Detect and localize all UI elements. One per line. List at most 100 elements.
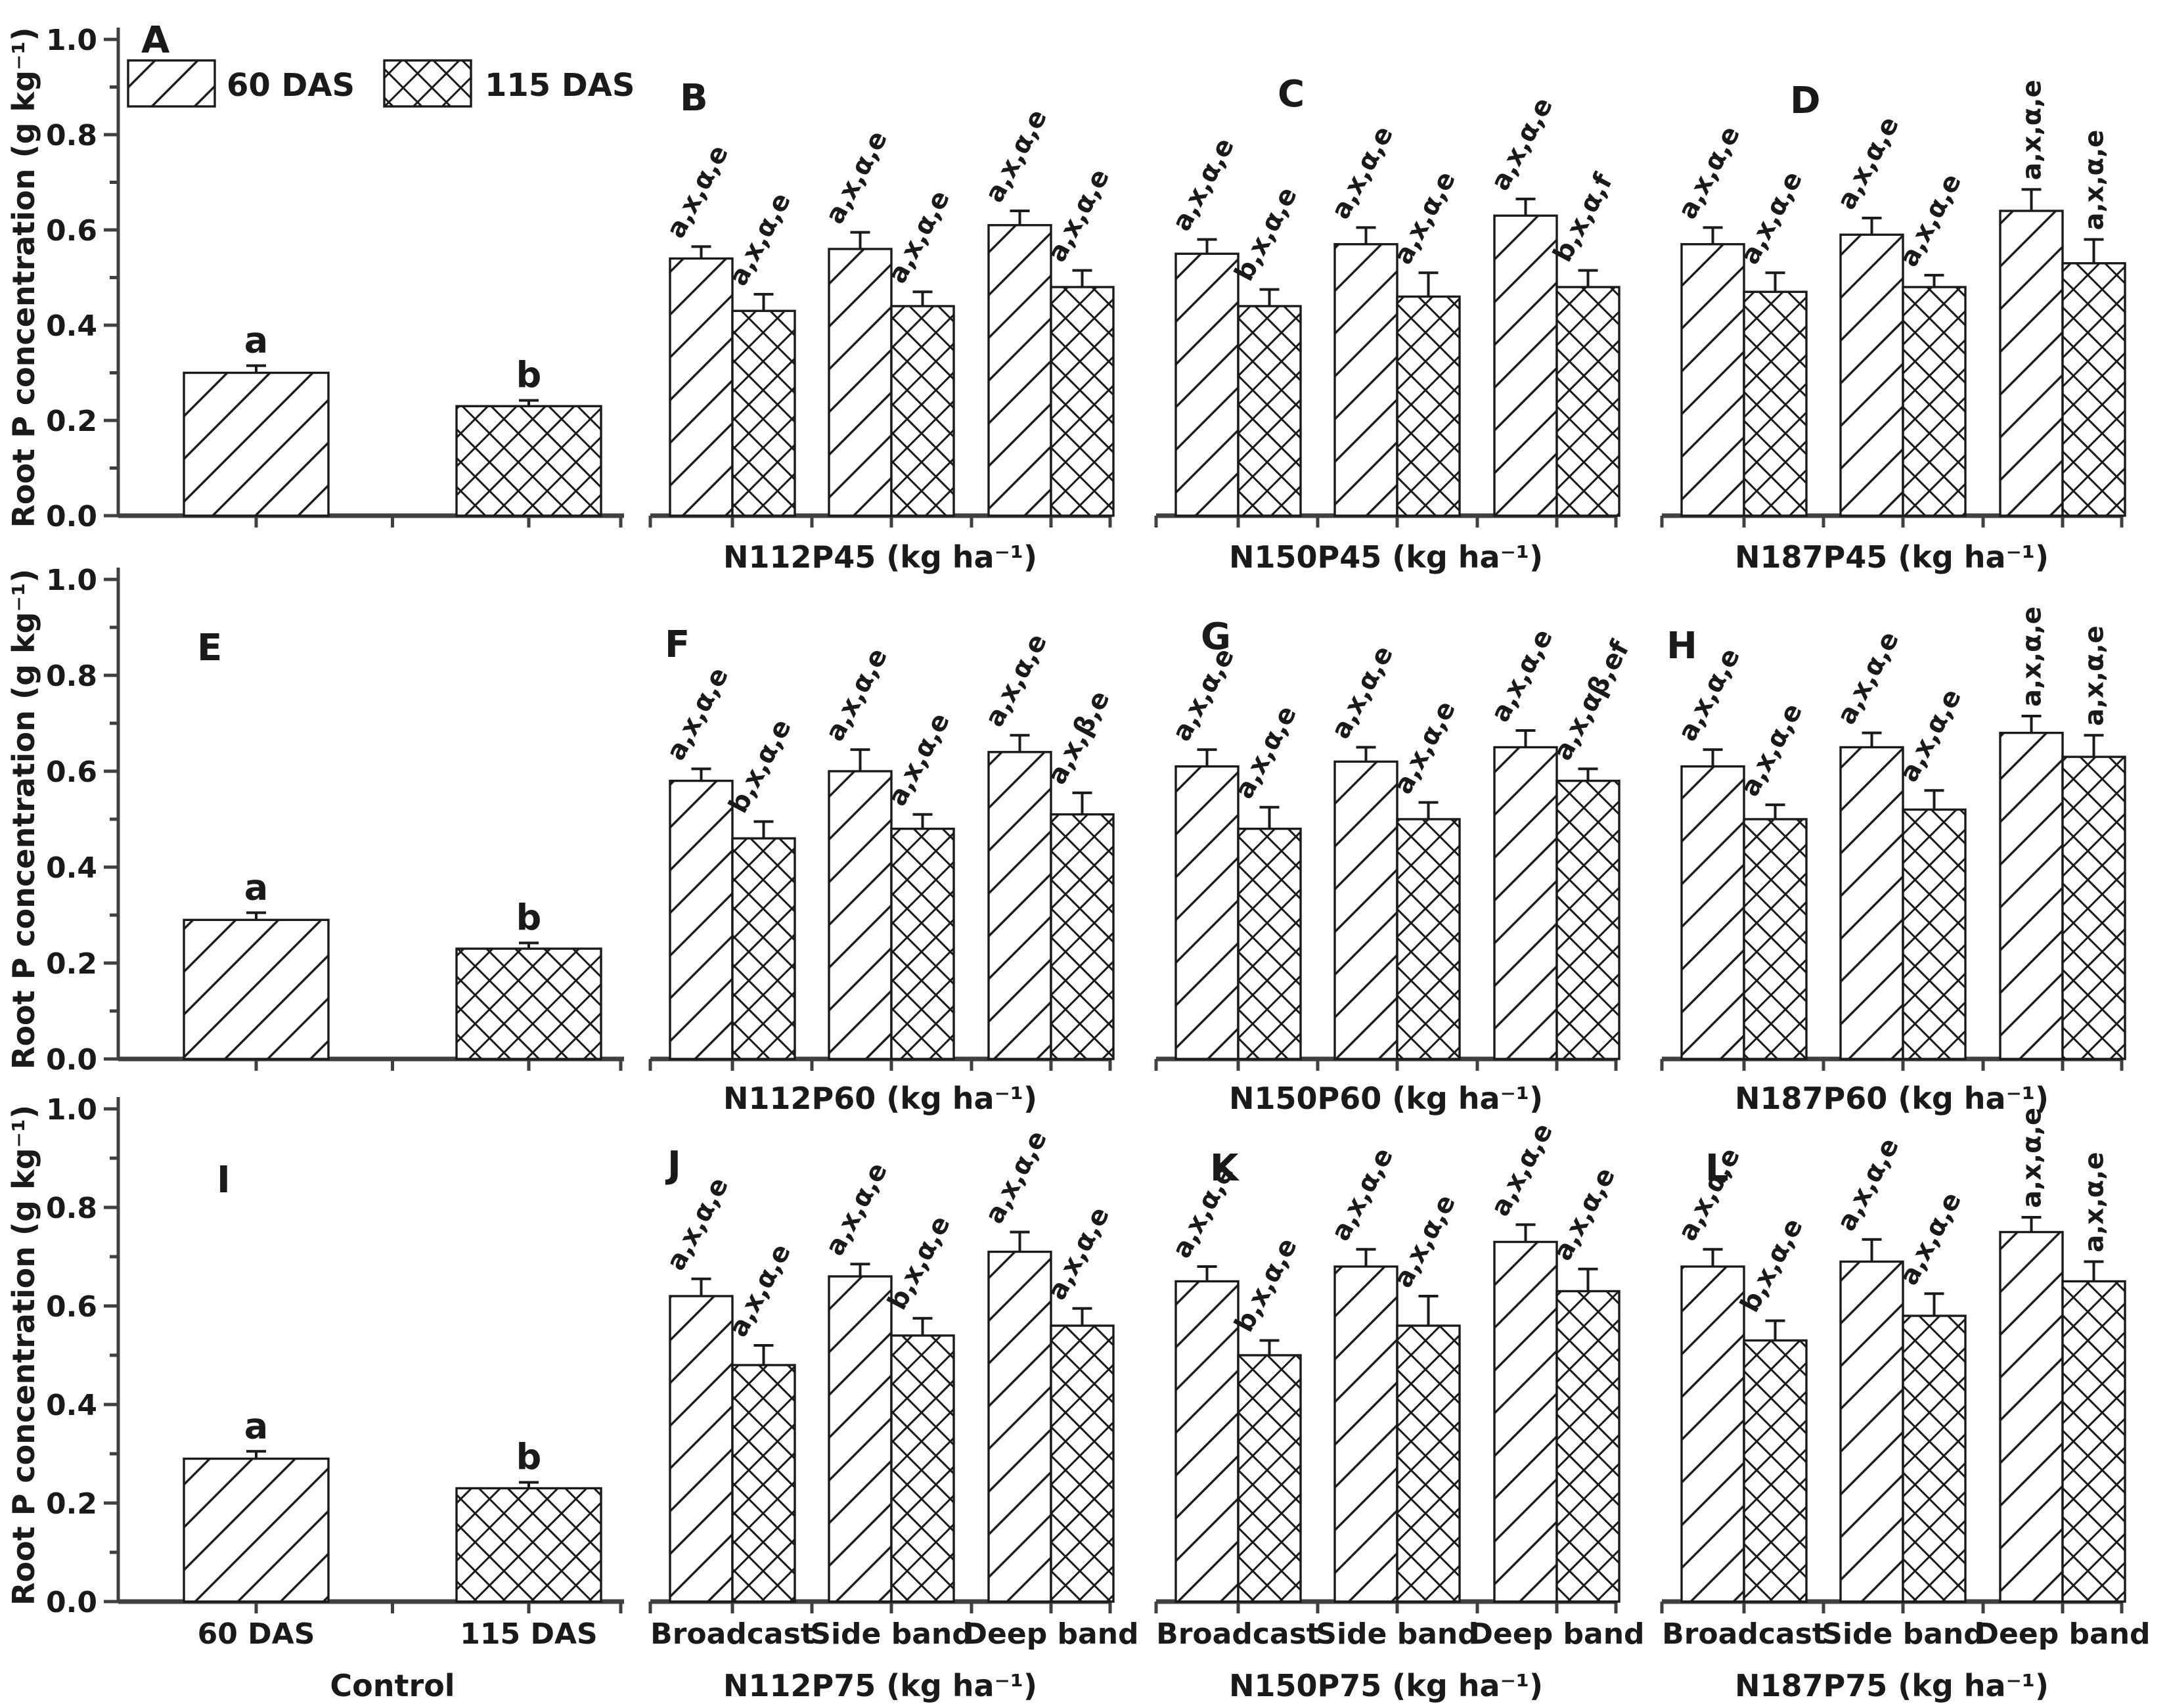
y-tick-label: 0.6 [46,1290,97,1324]
bar-D-broadcast-115-das [1743,290,1808,517]
sig-annotation: a,x,α,e [1894,1187,1967,1290]
bar-C-broadcast-115-das [1237,305,1302,517]
bar-K-deep-band-115-das [1555,1290,1621,1603]
panel-C: a,x,α,eb,x,α,ea,x,α,ea,x,α,ea,x,α,eb,x,α… [1154,73,1621,575]
bar-D-deep-band-60-das [1999,210,2064,517]
bar-F-deep-band-60-das [987,751,1052,1060]
y-tick-label: 0.2 [46,405,97,438]
bar-I-60-das-60-das [183,1457,330,1603]
bar-H-broadcast-115-das [1743,818,1808,1060]
y-tick-label: 0.8 [46,119,97,152]
panel-letter: E [197,627,222,669]
bar-F-side-band-60-das [828,770,893,1060]
bar-A-60-das-60-das [183,371,330,517]
sig-annotation: a,x,α,e [1042,164,1115,267]
bar-J-side-band-115-das [890,1334,955,1603]
bar-B-broadcast-115-das [731,309,796,517]
bar-C-side-band-115-das [1396,295,1461,517]
sig-annotation: a,x,α,e [1894,169,1967,272]
bar-J-broadcast-115-das [731,1364,796,1603]
bar-H-deep-band-60-das [1999,731,2064,1060]
sig-annotation: a,x,α,e [1672,121,1746,224]
sig-annotation: a,x,α,e [1042,1202,1115,1305]
panel-H: a,x,α,ea,x,α,ea,x,α,ea,x,α,ea,x,α,e a,x,α… [1660,606,2126,1116]
bar-K-side-band-60-das [1333,1265,1398,1603]
sig-annotation: a,x,α,e [1388,696,1462,799]
sig-annotation: a,x,α,e [820,126,893,229]
panel-L: a,x,α,eb,x,α,ea,x,α,ea,x,α,ea,x,α,e a,x,α… [1660,1108,2151,1703]
bar-B-side-band-115-das [890,305,955,517]
bar-B-broadcast-60-das [669,257,734,517]
bar-L-broadcast-115-das [1743,1339,1808,1603]
panel-letter: G [1201,616,1231,658]
y-tick-label: 1.0 [46,24,97,57]
sig-annotation: b,x,α,f [1548,168,1619,267]
y-tick-label: 0.4 [46,851,97,885]
bar-G-broadcast-60-das [1174,765,1240,1060]
sig-annotation: b [516,355,542,396]
sig-annotation: a [244,1405,268,1447]
bar-L-side-band-115-das [1902,1315,1967,1603]
bar-J-deep-band-115-das [1050,1324,1115,1603]
sig-annotation: b,x,α,e [1229,182,1303,286]
panel-letter: C [1278,73,1305,116]
sig-annotation: a,x,α,e [1388,1190,1462,1293]
x-tick-label: Side band [1316,1617,1478,1651]
sig-annotation: b,x,α,e [1735,1213,1809,1317]
bar-C-deep-band-115-das [1555,286,1621,517]
x-axis-title: N112P60 (kg ha⁻¹) [723,1081,1037,1116]
legend-swatch-cross-hatch [383,59,472,108]
sig-annotation: a,x,α,e [2017,606,2047,707]
y-tick-label: 0.4 [46,309,97,343]
x-axis-title: N112P45 (kg ha⁻¹) [723,539,1037,575]
sig-annotation: a,x,α,e [1894,684,1967,787]
bar-I-115-das-115-das [455,1487,602,1603]
bar-L-side-band-60-das [1839,1260,1904,1603]
y-axis-title: Root P concentration (g kg⁻¹) [6,569,41,1069]
sig-annotation: b [516,1437,542,1478]
panel-letter: K [1210,1147,1240,1190]
sig-annotation: a,x,α,e [979,629,1053,732]
sig-annotation: a,x,α,e [882,708,956,811]
x-axis-title: N187P75 (kg ha⁻¹) [1735,1668,2049,1703]
y-tick-label: 1.0 [46,564,97,597]
sig-annotation: a,x,α,e [1388,166,1462,269]
sig-annotation: a,x,α,e [820,1157,893,1261]
sig-annotation: a,x,α,e [979,104,1053,208]
bar-G-side-band-60-das [1333,760,1398,1060]
sig-annotation: a,x,α,e [1326,1143,1399,1246]
bar-B-deep-band-60-das [987,224,1052,517]
sig-annotation: a,x,α,e [1326,641,1399,744]
sig-annotation: a,x,α,e [1831,1133,1905,1236]
sig-annotation: a,x,α,e [661,1173,734,1276]
bar-J-side-band-60-das [828,1275,893,1603]
sig-annotation: a,x,α,e [1548,1163,1621,1266]
panel-letter: L [1705,1147,1729,1190]
panel-G: a,x,α,ea,x,α,ea,x,α,ea,x,α,ea,x,α,ea,x,α… [1154,616,1636,1116]
bar-J-deep-band-60-das [987,1250,1052,1603]
bar-J-broadcast-60-das [669,1295,734,1603]
bar-C-side-band-60-das [1333,243,1398,517]
x-tick-label: Side band [1822,1617,1984,1651]
sig-annotation: a [244,320,268,361]
bar-K-deep-band-60-das [1493,1240,1558,1603]
y-tick-label: 0.2 [46,947,97,981]
sig-annotation: a,x,αβ,ef [1548,635,1636,765]
x-axis-title: N112P75 (kg ha⁻¹) [723,1668,1037,1703]
sig-annotation: a,x,α,e [820,643,893,746]
panel-B: a,x,α,ea,x,α,ea,x,α,ea,x,α,ea,x,α,ea,x,α… [648,77,1115,575]
bar-D-side-band-115-das [1902,286,1967,517]
legend: 60 DAS 115 DAS [127,59,635,108]
legend-swatch-diagonal-hatch [127,59,216,108]
sig-annotation: a,x,α,e [1735,166,1808,269]
sig-annotation: b,x,α,e [882,1211,956,1315]
y-tick-label: 0.6 [46,214,97,248]
bar-L-deep-band-115-das [2061,1280,2126,1603]
sig-annotation: b [516,897,542,938]
x-tick-label: Deep band [963,1617,1138,1651]
y-tick-label: 0.4 [46,1389,97,1422]
sig-annotation: a,x,α,e [661,140,734,243]
